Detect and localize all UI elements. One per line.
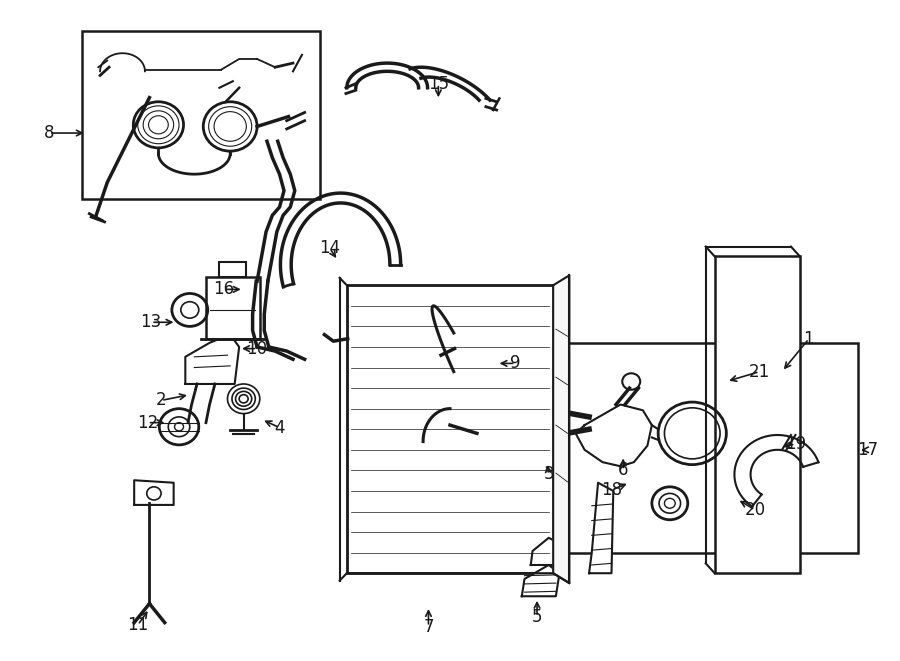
- Text: 5: 5: [532, 608, 543, 626]
- Bar: [554, 343, 859, 553]
- Text: 11: 11: [127, 616, 148, 634]
- Text: 3: 3: [544, 465, 554, 483]
- Polygon shape: [531, 538, 562, 565]
- Polygon shape: [185, 334, 239, 384]
- Bar: [220, 262, 247, 277]
- Polygon shape: [134, 481, 174, 505]
- Bar: [206, 277, 260, 338]
- Text: 10: 10: [247, 340, 267, 358]
- Text: 21: 21: [749, 363, 770, 381]
- Text: 17: 17: [857, 441, 878, 459]
- Text: 9: 9: [510, 354, 521, 372]
- Text: 13: 13: [140, 313, 162, 331]
- Text: 19: 19: [785, 435, 806, 453]
- Text: 2: 2: [156, 391, 166, 409]
- Polygon shape: [590, 483, 613, 573]
- Bar: [715, 256, 800, 573]
- Text: 20: 20: [744, 501, 766, 519]
- Polygon shape: [522, 565, 560, 596]
- Text: 8: 8: [44, 124, 54, 142]
- Text: 12: 12: [137, 414, 158, 432]
- Text: 4: 4: [274, 418, 284, 436]
- Bar: [346, 286, 554, 573]
- Bar: [82, 31, 320, 199]
- Polygon shape: [554, 276, 570, 583]
- Text: 14: 14: [320, 239, 340, 257]
- Text: 18: 18: [601, 481, 622, 499]
- Polygon shape: [576, 405, 652, 466]
- Text: 1: 1: [804, 330, 814, 348]
- Text: 16: 16: [213, 280, 235, 298]
- Text: 6: 6: [618, 461, 628, 479]
- Text: 15: 15: [428, 75, 449, 93]
- Text: 7: 7: [423, 617, 434, 636]
